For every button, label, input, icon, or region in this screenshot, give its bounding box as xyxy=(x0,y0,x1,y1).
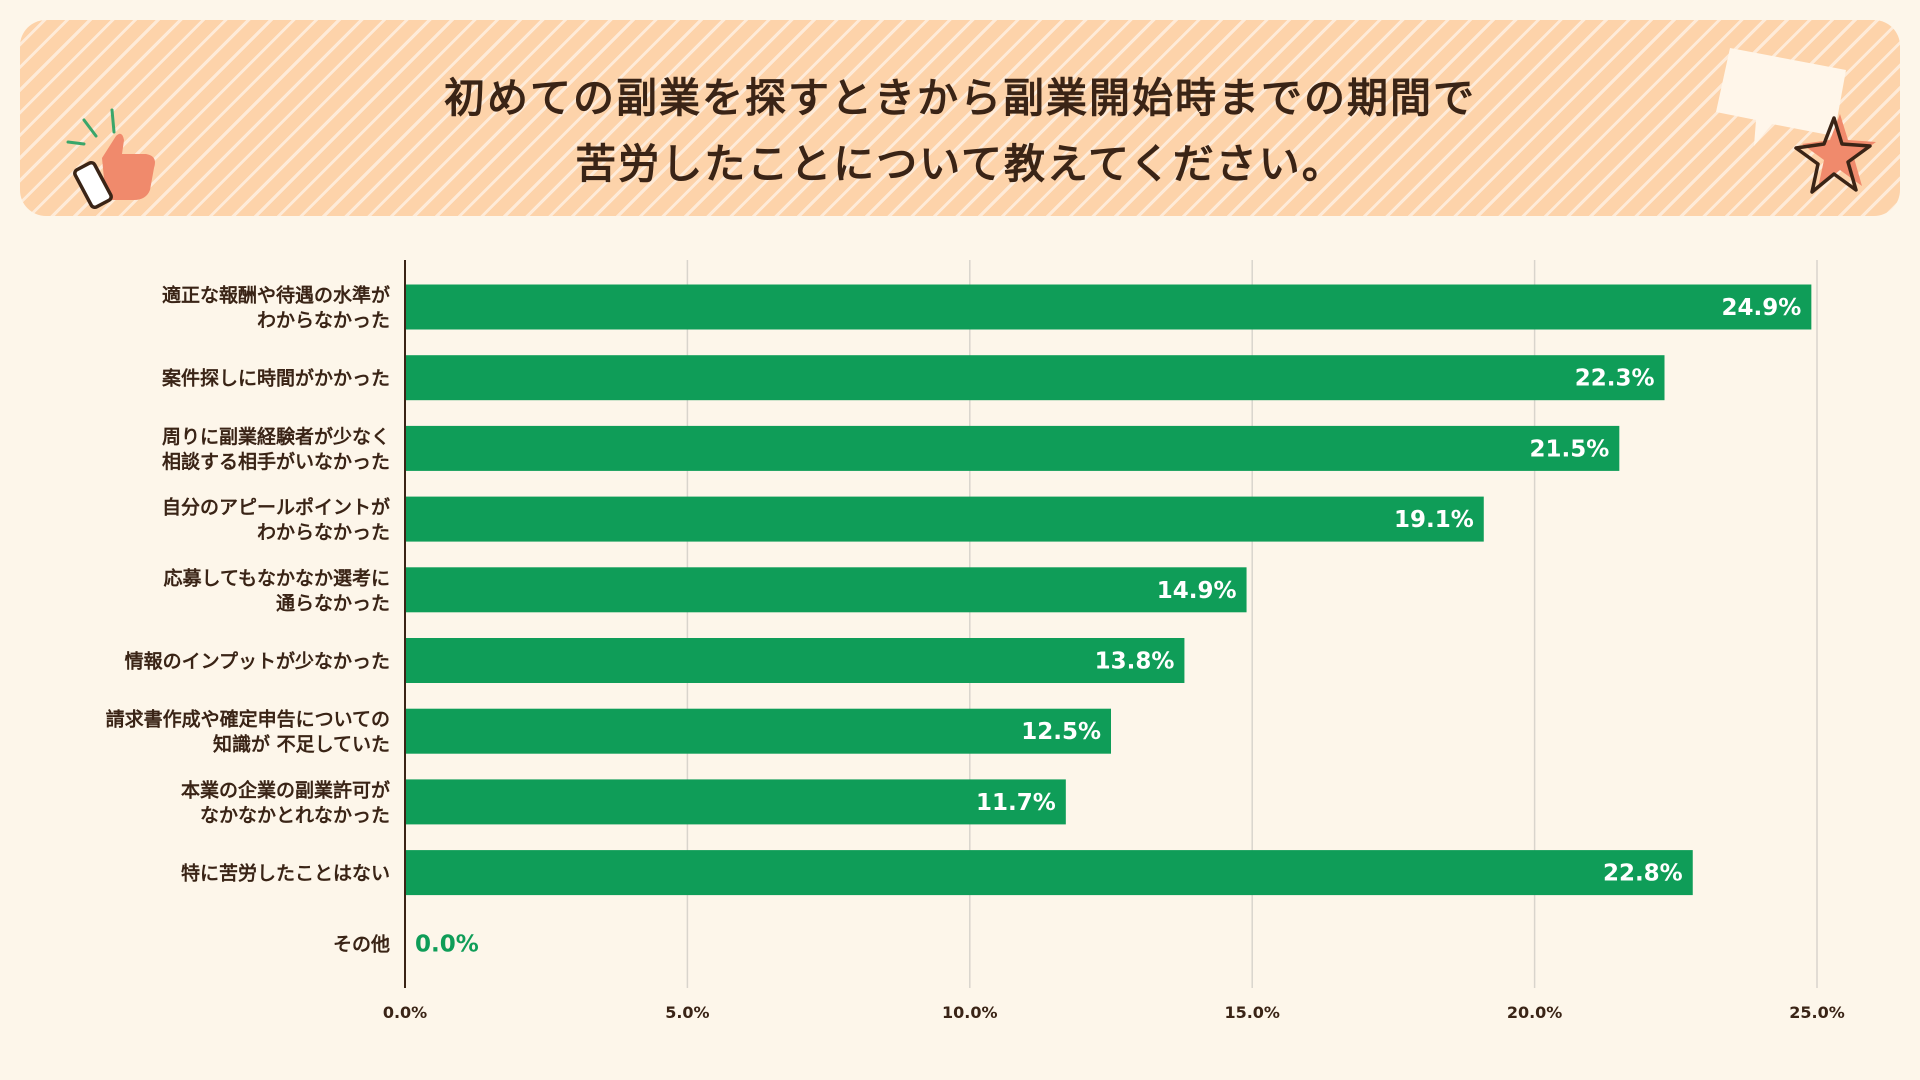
category-label-line: わからなかった xyxy=(257,522,390,544)
bar xyxy=(405,567,1247,613)
category-label: 周りに副業経験者が少なく相談する相手がいなかった xyxy=(162,425,390,473)
x-tick-label: 10.0% xyxy=(942,1003,998,1022)
category-label-line: 周りに副業経験者が少なく xyxy=(162,425,390,448)
bar xyxy=(405,284,1812,330)
bar xyxy=(405,779,1066,825)
category-label: 適正な報酬や待遇の水準がわからなかった xyxy=(162,284,390,332)
category-label-line: 情報のインプットが少なかった xyxy=(125,650,390,673)
x-tick-label: 0.0% xyxy=(383,1003,427,1022)
category-label-line: その他 xyxy=(333,932,390,955)
category-label: 請求書作成や確定申告についての知識が 不足していた xyxy=(106,708,390,756)
data-label: 13.8% xyxy=(1095,649,1175,675)
page-title-line-1: 初めての副業を探すときから副業開始時までの期間で xyxy=(444,74,1476,122)
page-title-line-2: 苦労したことについて教えてください。 xyxy=(575,140,1345,188)
star-icon xyxy=(1794,114,1876,194)
thumbs-up-icon xyxy=(66,108,155,210)
bar xyxy=(405,355,1665,401)
data-label: 12.5% xyxy=(1021,719,1101,745)
category-label-line: 知識が 不足していた xyxy=(213,733,390,756)
data-label: 0.0% xyxy=(415,931,479,957)
category-label: 本業の企業の副業許可がなかなかとれなかった xyxy=(181,778,390,826)
category-label-line: 案件探しに時間がかかった xyxy=(161,367,390,390)
speech-bubble-icon xyxy=(1716,48,1846,146)
category-label-line: 通らなかった xyxy=(276,592,390,614)
x-tick-label: 5.0% xyxy=(665,1003,709,1022)
data-label: 22.8% xyxy=(1603,861,1683,887)
value-labels: 24.9% 22.3% 21.5% 19.1% 14.9% 13.8% 12.5% 11.7%… xyxy=(415,295,1801,957)
category-label: 特に苦労したことはない xyxy=(181,862,390,885)
category-label-line: 応募してもなかなか選考に xyxy=(164,566,390,589)
bar xyxy=(405,425,1620,471)
bar xyxy=(405,850,1693,896)
category-label: 応募してもなかなか選考に通らなかった xyxy=(164,566,390,614)
bar xyxy=(405,708,1111,754)
header-banner: 初めての副業を探すときから副業開始時までの期間で 苦労したことについて教えてくだ… xyxy=(20,20,1900,216)
category-label-line: 相談する相手がいなかった xyxy=(162,450,390,473)
bar xyxy=(405,496,1484,542)
x-axis-tick-labels: 0.0% 5.0% 10.0% 15.0% 20.0% 25.0% xyxy=(383,1003,1845,1022)
data-label: 11.7% xyxy=(976,790,1056,816)
category-label: 案件探しに時間がかかった xyxy=(161,367,390,390)
bar xyxy=(405,638,1185,683)
data-label: 22.3% xyxy=(1575,366,1655,392)
category-label-line: 適正な報酬や待遇の水準が xyxy=(162,284,390,307)
data-label: 24.9% xyxy=(1722,295,1802,321)
x-tick-label: 25.0% xyxy=(1789,1003,1845,1022)
category-label-line: 特に苦労したことはない xyxy=(181,862,390,885)
x-tick-label: 15.0% xyxy=(1224,1003,1280,1022)
category-label: その他 xyxy=(333,932,390,955)
data-label: 19.1% xyxy=(1394,507,1474,533)
category-label-line: なかなかとれなかった xyxy=(200,804,390,826)
category-label: 自分のアピールポイントがわからなかった xyxy=(162,496,390,544)
category-label-line: 請求書作成や確定申告についての xyxy=(106,708,390,731)
data-label: 21.5% xyxy=(1530,436,1610,462)
x-tick-label: 20.0% xyxy=(1507,1003,1563,1022)
category-label-line: 自分のアピールポイントが xyxy=(162,496,390,519)
category-label: 情報のインプットが少なかった xyxy=(125,650,390,673)
category-labels: 適正な報酬や待遇の水準がわからなかった案件探しに時間がかかった周りに副業経験者が… xyxy=(106,284,390,956)
data-label: 14.9% xyxy=(1157,578,1237,604)
category-label-line: わからなかった xyxy=(257,310,390,332)
bars xyxy=(405,284,1812,896)
category-label-line: 本業の企業の副業許可が xyxy=(181,778,390,801)
